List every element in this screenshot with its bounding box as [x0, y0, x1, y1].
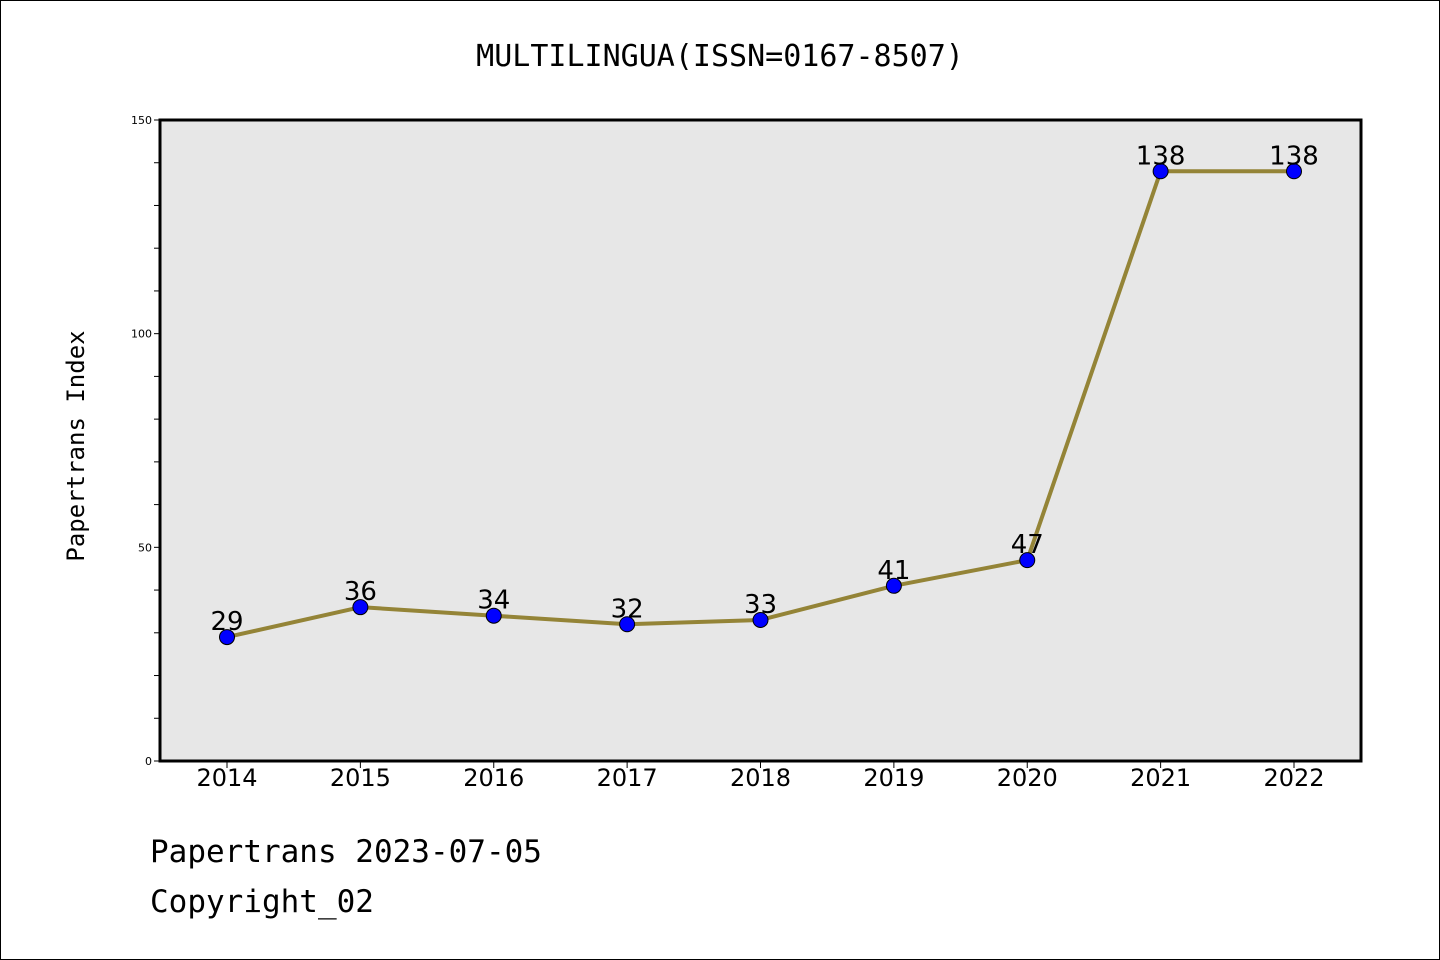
- data-label: 138: [1136, 141, 1186, 171]
- data-label: 47: [1011, 530, 1044, 560]
- data-point: [219, 629, 235, 646]
- plot-area: [158, 118, 1363, 763]
- data-point: [752, 611, 769, 628]
- data-point: [485, 607, 502, 624]
- data-point: [1152, 163, 1169, 180]
- x-tick-label: 2015: [330, 764, 391, 792]
- data-point: [1019, 552, 1036, 569]
- data-labels: 29 36 34 32 33 41 47 138 138: [210, 141, 1318, 637]
- chart-title: MULTILINGUA(ISSN=0167-8507): [476, 39, 964, 74]
- data-markers: [219, 163, 1302, 646]
- x-tick-label: 2017: [597, 764, 658, 792]
- data-label: 36: [344, 577, 377, 607]
- data-point: [619, 616, 636, 633]
- footer-date: Papertrans 2023-07-05: [150, 834, 542, 870]
- y-axis-label: Papertrans Index: [62, 330, 90, 561]
- y-axis: 0 50 100 150: [131, 114, 160, 768]
- data-point: [352, 599, 369, 616]
- x-tick-label: 2021: [1130, 764, 1191, 792]
- footer-copyright: Copyright_02: [150, 884, 374, 920]
- data-label: 32: [611, 594, 644, 624]
- x-tick-label: 2022: [1263, 764, 1324, 792]
- y-tick-label: 0: [145, 755, 152, 768]
- data-label: 138: [1269, 141, 1319, 171]
- data-label: 34: [477, 586, 510, 616]
- x-tick-label: 2018: [730, 764, 791, 792]
- y-tick-label: 50: [138, 541, 152, 554]
- data-point: [885, 577, 902, 594]
- y-tick-label: 100: [131, 328, 152, 341]
- data-label: 41: [877, 556, 910, 586]
- data-label: 33: [744, 590, 777, 620]
- x-tick-label: 2019: [863, 764, 924, 792]
- x-tick-label: 2014: [196, 764, 257, 792]
- data-label: 29: [210, 607, 243, 637]
- y-tick-label: 150: [131, 114, 152, 127]
- data-point: [1286, 163, 1302, 180]
- x-tick-label: 2016: [463, 764, 524, 792]
- x-axis: 2014 2015 2016 2017 2018 2019 2020 2021 2022: [196, 761, 1325, 792]
- x-tick-label: 2020: [997, 764, 1058, 792]
